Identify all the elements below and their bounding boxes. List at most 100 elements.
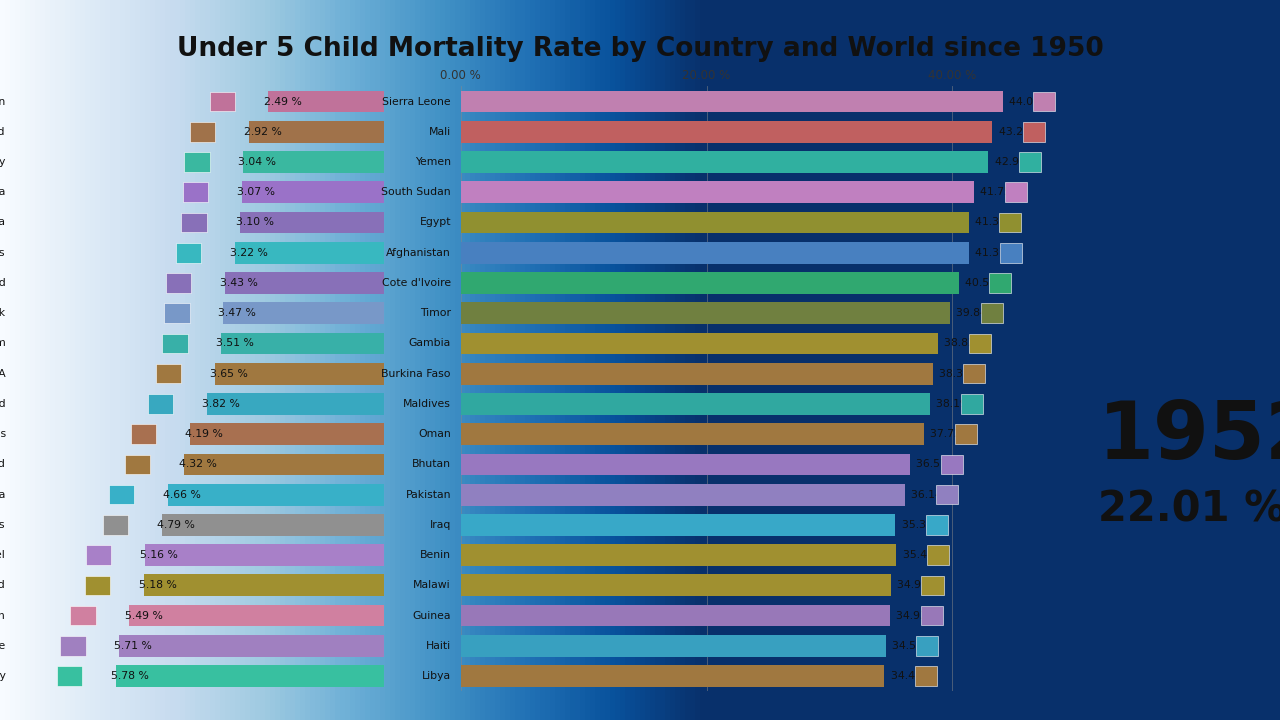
Text: 3.04 %: 3.04 %: [238, 157, 276, 167]
Text: Iceland: Iceland: [0, 127, 6, 137]
FancyBboxPatch shape: [915, 666, 937, 686]
Text: 1952: 1952: [1097, 398, 1280, 476]
Bar: [461, 181, 974, 203]
FancyBboxPatch shape: [147, 394, 173, 414]
Text: 34.57 %: 34.57 %: [892, 641, 937, 651]
FancyBboxPatch shape: [60, 636, 86, 656]
Text: Pakistan: Pakistan: [406, 490, 451, 500]
Text: 38.19 %: 38.19 %: [936, 399, 980, 409]
FancyBboxPatch shape: [964, 364, 986, 384]
Text: 22.01 %: 22.01 %: [1097, 489, 1280, 531]
FancyBboxPatch shape: [1000, 243, 1021, 263]
Bar: [461, 575, 891, 596]
Bar: [183, 454, 384, 475]
FancyBboxPatch shape: [927, 545, 950, 565]
FancyBboxPatch shape: [131, 424, 156, 444]
Text: 3.22 %: 3.22 %: [230, 248, 268, 258]
Text: 42.94 %: 42.94 %: [995, 157, 1039, 167]
FancyBboxPatch shape: [210, 91, 236, 112]
FancyBboxPatch shape: [1033, 91, 1056, 112]
Text: Iraq: Iraq: [430, 520, 451, 530]
Text: 44.09 %: 44.09 %: [1009, 96, 1053, 107]
Text: 4.79 %: 4.79 %: [157, 520, 195, 530]
Bar: [225, 272, 384, 294]
Bar: [461, 605, 890, 626]
Text: USA: USA: [0, 369, 6, 379]
FancyBboxPatch shape: [1023, 122, 1046, 142]
Text: 4.32 %: 4.32 %: [179, 459, 216, 469]
Text: 3.10 %: 3.10 %: [236, 217, 274, 228]
Text: Gambia: Gambia: [408, 338, 451, 348]
Text: 37.72 %: 37.72 %: [931, 429, 975, 439]
Bar: [241, 212, 384, 233]
Text: 5.16 %: 5.16 %: [140, 550, 178, 560]
Bar: [461, 91, 1002, 112]
Bar: [168, 484, 384, 505]
Bar: [234, 242, 384, 264]
Bar: [461, 363, 933, 384]
Text: 3.07 %: 3.07 %: [237, 187, 275, 197]
Bar: [207, 393, 384, 415]
Text: 38.82 %: 38.82 %: [943, 338, 988, 348]
Bar: [243, 151, 384, 173]
Text: Afghanistan: Afghanistan: [387, 248, 451, 258]
Text: Netherlands: Netherlands: [0, 248, 6, 258]
Text: 5.78 %: 5.78 %: [111, 671, 148, 681]
Text: 34.99 %: 34.99 %: [897, 580, 942, 590]
Bar: [461, 212, 969, 233]
FancyBboxPatch shape: [56, 666, 82, 686]
Text: Timor: Timor: [420, 308, 451, 318]
FancyBboxPatch shape: [1005, 182, 1027, 202]
Text: 2.49 %: 2.49 %: [264, 96, 302, 107]
Bar: [461, 151, 988, 173]
Text: Channel Islands: Channel Islands: [0, 429, 6, 439]
Bar: [269, 91, 384, 112]
Text: 4.19 %: 4.19 %: [184, 429, 223, 439]
Bar: [461, 423, 924, 445]
Text: 36.57 %: 36.57 %: [916, 459, 961, 469]
Text: 41.75 %: 41.75 %: [980, 187, 1025, 197]
Text: 34.93 %: 34.93 %: [896, 611, 941, 621]
Text: 3.65 %: 3.65 %: [210, 369, 248, 379]
FancyBboxPatch shape: [182, 212, 207, 233]
Bar: [215, 363, 384, 384]
Text: Sierra Leone: Sierra Leone: [383, 96, 451, 107]
Bar: [461, 121, 992, 143]
Text: 35.45 %: 35.45 %: [902, 550, 947, 560]
Text: Belgium: Belgium: [0, 611, 6, 621]
Text: Maldives: Maldives: [403, 399, 451, 409]
Text: Mali: Mali: [429, 127, 451, 137]
Bar: [461, 393, 931, 415]
Text: Under 5 Child Mortality Rate by Country and World since 1950: Under 5 Child Mortality Rate by Country …: [177, 36, 1103, 62]
Text: Sweden: Sweden: [0, 96, 6, 107]
Bar: [461, 454, 910, 475]
Text: 2.92 %: 2.92 %: [244, 127, 282, 137]
FancyBboxPatch shape: [922, 575, 943, 595]
Text: 3.51 %: 3.51 %: [216, 338, 255, 348]
Text: 43.26 %: 43.26 %: [998, 127, 1043, 137]
FancyBboxPatch shape: [936, 485, 957, 505]
Text: 3.82 %: 3.82 %: [202, 399, 239, 409]
Text: Israel: Israel: [0, 550, 6, 560]
Text: South Sudan: South Sudan: [381, 187, 451, 197]
FancyBboxPatch shape: [183, 182, 209, 202]
Text: 5.18 %: 5.18 %: [140, 580, 177, 590]
Text: New Zealand: New Zealand: [0, 278, 6, 288]
Bar: [461, 272, 959, 294]
Text: 34.47 %: 34.47 %: [891, 671, 936, 681]
FancyBboxPatch shape: [189, 122, 215, 142]
Bar: [145, 544, 384, 566]
FancyBboxPatch shape: [961, 394, 983, 414]
Text: 41.32 %: 41.32 %: [974, 217, 1019, 228]
Text: Denmark: Denmark: [0, 308, 6, 318]
Text: Canada: Canada: [0, 490, 6, 500]
Bar: [461, 484, 905, 505]
Text: Norway: Norway: [0, 157, 6, 167]
FancyBboxPatch shape: [86, 545, 111, 565]
Bar: [221, 333, 384, 354]
Text: Ireland: Ireland: [0, 580, 6, 590]
Bar: [115, 665, 384, 687]
FancyBboxPatch shape: [156, 364, 182, 384]
Bar: [461, 242, 969, 264]
FancyBboxPatch shape: [1019, 152, 1042, 172]
